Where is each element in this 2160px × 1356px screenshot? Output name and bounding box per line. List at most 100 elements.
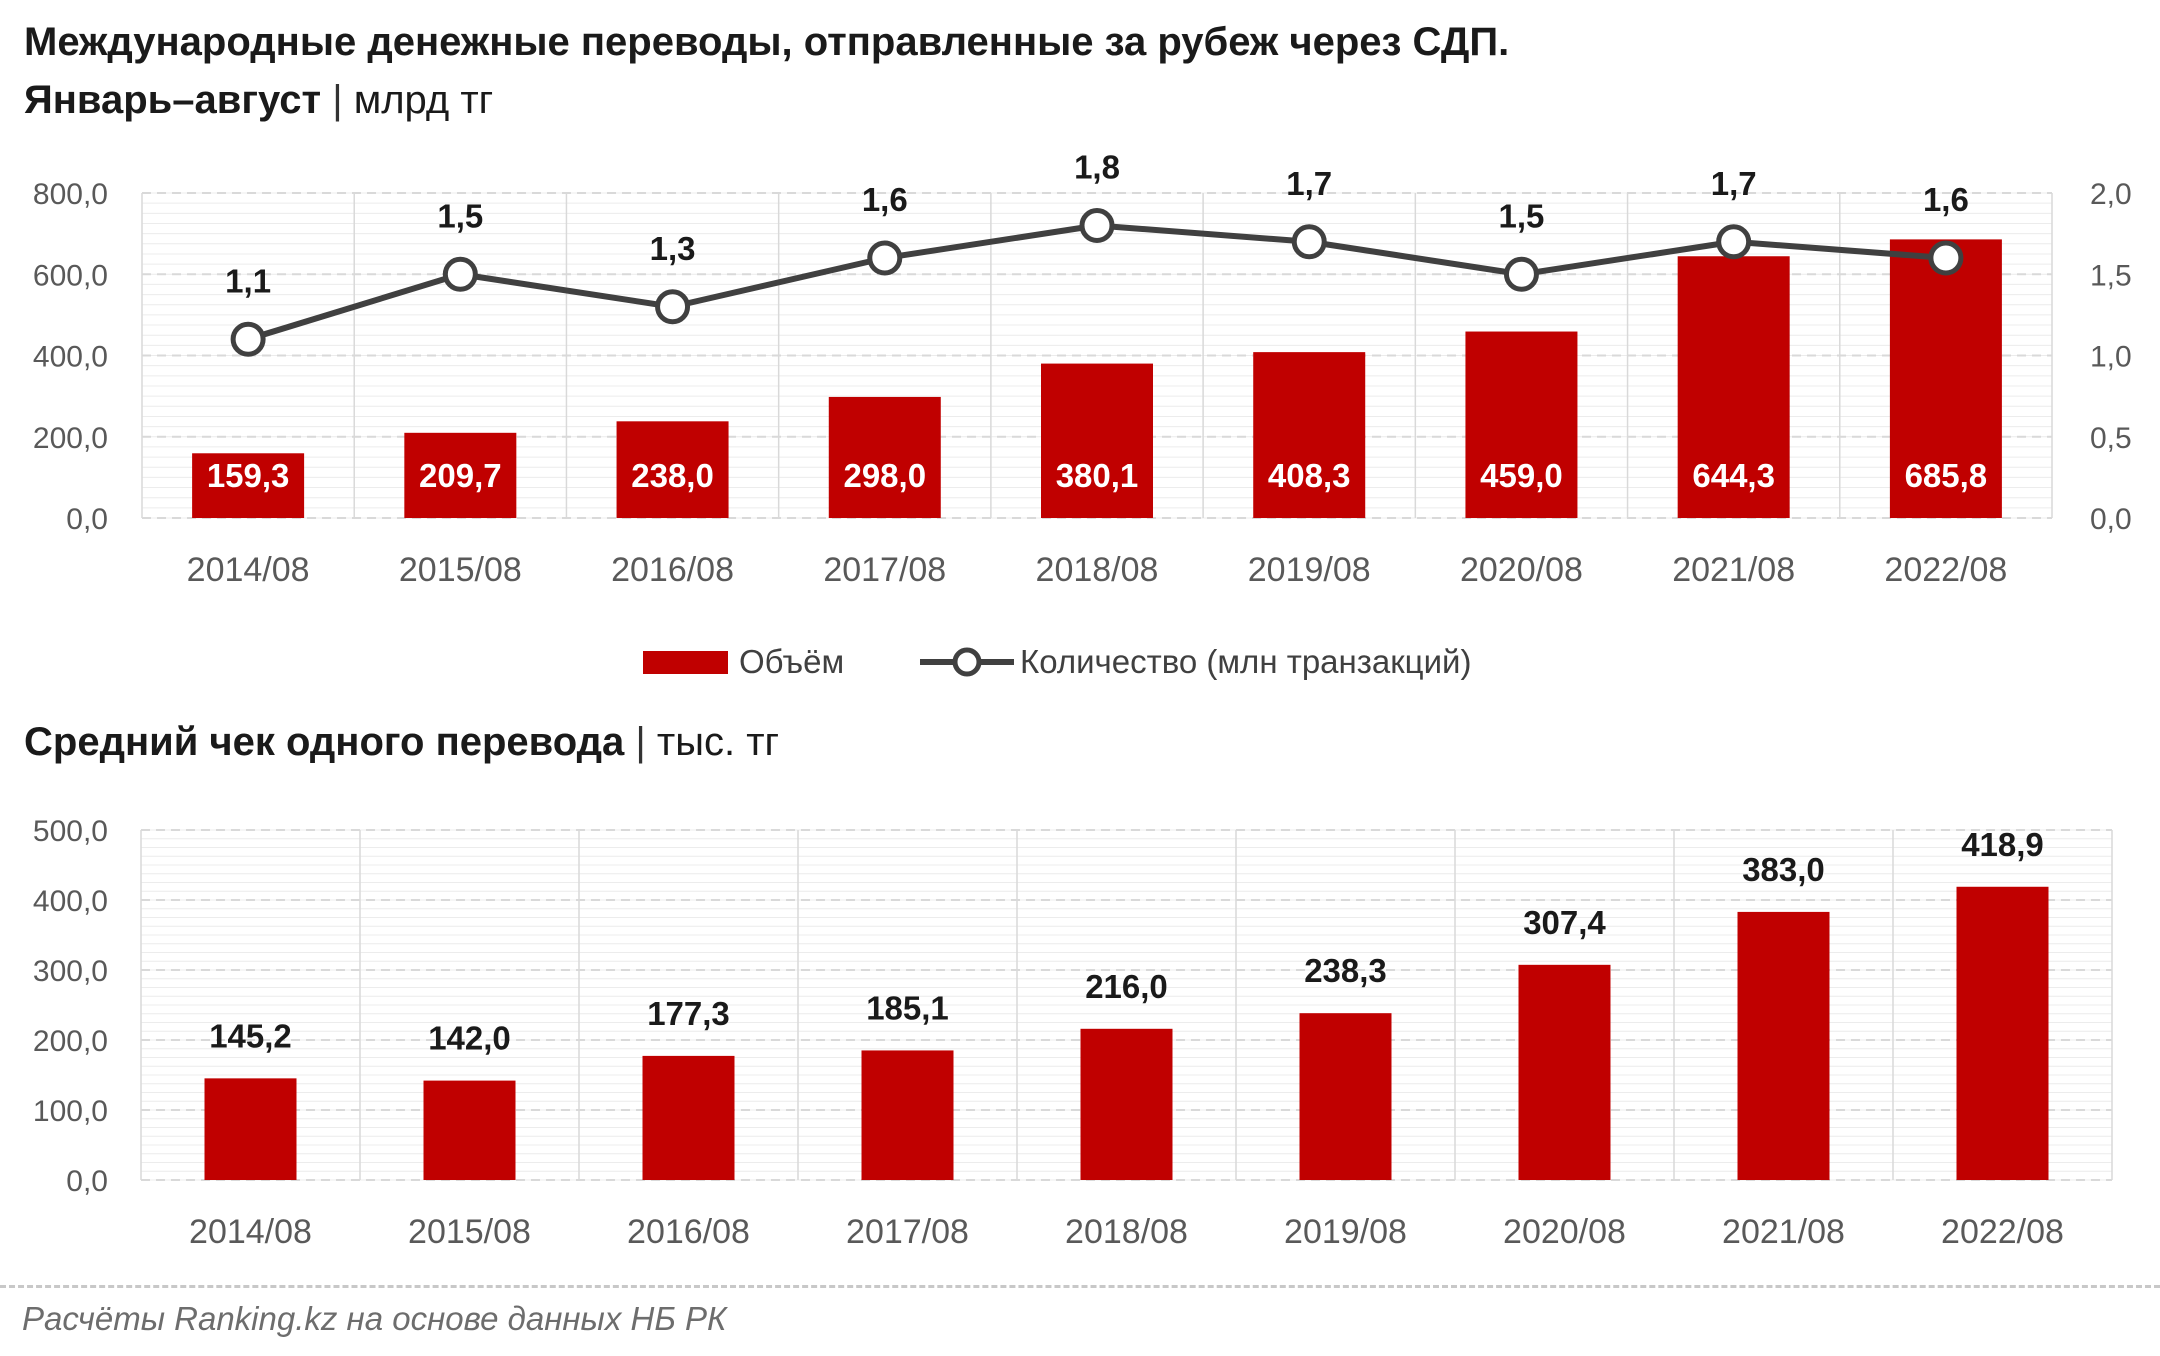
legend-volume-label: Объём (739, 643, 844, 680)
count-point-label: 1,8 (1074, 149, 1120, 186)
avg-check-bar-label: 142,0 (428, 1020, 511, 1057)
count-line-marker (655, 289, 691, 325)
chart1-subtitle-line: Январь–август | млрд тг (24, 80, 493, 120)
x-axis-category-label: 2015/08 (399, 551, 522, 589)
avg-check-bar (423, 1080, 516, 1180)
y2-axis-tick-label: 2,0 (2090, 178, 2132, 211)
x-axis-category-label: 2022/08 (1941, 1213, 2064, 1251)
avg-check-bar-label: 185,1 (866, 989, 949, 1026)
avg-check-bar (1080, 1028, 1173, 1180)
avg-check-bar (204, 1078, 297, 1180)
x-axis-category-label: 2018/08 (1036, 551, 1159, 589)
count-line-marker (1291, 224, 1327, 260)
volume-bar (828, 396, 941, 518)
volume-bar-label: 408,3 (1268, 457, 1351, 494)
y-axis-tick-label: 200,0 (33, 422, 108, 455)
chart1-unit: млрд тг (353, 78, 494, 122)
count-line-marker (230, 321, 266, 357)
legend-volume-swatch (643, 651, 728, 674)
volume-bar-label: 238,0 (631, 457, 714, 494)
avg-check-bar-label: 418,9 (1961, 826, 2044, 863)
count-point-label: 1,7 (1286, 165, 1332, 202)
volume-bar (404, 432, 517, 518)
chart1-subtitle: Январь–август (24, 78, 322, 122)
chart1-plot: 0,0 200,0 400,0 600,0 800,0 0,0 0,5 1,0 1,5 2,0 15… (33, 149, 2132, 681)
x-axis-category-label: 2014/08 (189, 1213, 312, 1251)
source-note: Расчёты Ranking.kz на основе данных НБ Р… (22, 1300, 727, 1337)
volume-bar (1465, 331, 1578, 518)
x-axis-category-label: 2017/08 (846, 1213, 969, 1251)
avg-check-bar (861, 1050, 954, 1180)
volume-bar-label: 644,3 (1692, 457, 1775, 494)
y-axis-tick-label: 400,0 (33, 885, 108, 918)
x-axis-category-label: 2022/08 (1884, 551, 2007, 589)
volume-bar (1253, 352, 1366, 518)
x-axis-category-label: 2017/08 (823, 551, 946, 589)
legend-count-marker (952, 647, 982, 677)
legend-count-label: Количество (млн транзакций) (1020, 643, 1471, 680)
count-point-label: 1,6 (1923, 181, 1969, 218)
y-axis-tick-label: 0,0 (66, 503, 108, 536)
y-axis-tick-label: 300,0 (33, 955, 108, 988)
count-point-label: 1,7 (1711, 165, 1757, 202)
chart2-title-line: Средний чек одного перевода | тыс. тг (24, 722, 779, 762)
x-axis-category-label: 2016/08 (627, 1213, 750, 1251)
avg-check-bar (1518, 964, 1611, 1180)
count-point-label: 1,5 (437, 197, 483, 234)
count-line-marker (1716, 224, 1752, 260)
count-point-label: 1,5 (1499, 197, 1545, 234)
count-line-marker (1928, 240, 1964, 276)
volume-bar-label: 209,7 (419, 457, 502, 494)
volume-bar-label: 685,8 (1905, 457, 1988, 494)
y2-axis-tick-label: 1,5 (2090, 259, 2132, 292)
volume-bar-label: 459,0 (1480, 457, 1563, 494)
chart2-separator: | (635, 720, 646, 764)
avg-check-bar-label: 383,0 (1742, 851, 1825, 888)
x-axis-category-label: 2021/08 (1672, 551, 1795, 589)
y-axis-tick-label: 400,0 (33, 341, 108, 374)
x-axis-category-label: 2016/08 (611, 551, 734, 589)
volume-bar (1041, 363, 1153, 518)
x-axis-category-label: 2021/08 (1722, 1213, 1845, 1251)
count-point-label: 1,3 (650, 230, 696, 267)
x-axis-category-label: 2019/08 (1284, 1213, 1407, 1251)
avg-check-bar-label: 177,3 (647, 995, 730, 1032)
volume-bar (1677, 256, 1790, 518)
avg-check-bar-label: 216,0 (1085, 968, 1168, 1005)
count-line-marker (1079, 208, 1115, 243)
y-axis-tick-label: 0,0 (66, 1165, 108, 1198)
volume-bar-label: 380,1 (1056, 457, 1139, 494)
chart1-separator: | (332, 78, 343, 122)
avg-check-bar (1299, 1013, 1392, 1180)
y-axis-tick-label: 800,0 (33, 178, 108, 211)
avg-check-bar (1737, 911, 1830, 1180)
x-axis-category-label: 2019/08 (1248, 551, 1371, 589)
volume-bar-label: 298,0 (843, 457, 926, 494)
chart2-title: Средний чек одного перевода (24, 720, 625, 764)
y2-axis-tick-label: 0,5 (2090, 422, 2132, 455)
x-axis-category-label: 2020/08 (1460, 551, 1583, 589)
volume-bar-label: 159,3 (207, 457, 290, 494)
chart1-title: Международные денежные переводы, отправл… (24, 20, 1510, 64)
volume-bar (192, 453, 305, 518)
y-axis-tick-label: 100,0 (33, 1095, 108, 1128)
y-axis-tick-label: 500,0 (33, 815, 108, 848)
x-axis-category-label: 2018/08 (1065, 1213, 1188, 1251)
count-line-marker (867, 240, 903, 276)
x-axis-category-label: 2020/08 (1503, 1213, 1626, 1251)
chart2-unit: тыс. тг (656, 720, 780, 764)
count-point-label: 1,6 (862, 181, 908, 218)
count-line-marker (1503, 256, 1539, 292)
count-line-marker (442, 256, 478, 292)
avg-check-bar (1956, 886, 2049, 1180)
y-axis-tick-label: 600,0 (33, 259, 108, 292)
avg-check-bar-label: 307,4 (1523, 904, 1606, 941)
volume-bar (1889, 239, 2002, 519)
count-point-label: 1,1 (225, 262, 271, 299)
y2-axis-tick-label: 0,0 (2090, 503, 2132, 536)
avg-check-bar (642, 1055, 735, 1180)
x-axis-category-label: 2015/08 (408, 1213, 531, 1251)
volume-bar (616, 421, 729, 518)
source-divider (0, 1285, 2160, 1288)
avg-check-bar-label: 145,2 (209, 1017, 292, 1054)
